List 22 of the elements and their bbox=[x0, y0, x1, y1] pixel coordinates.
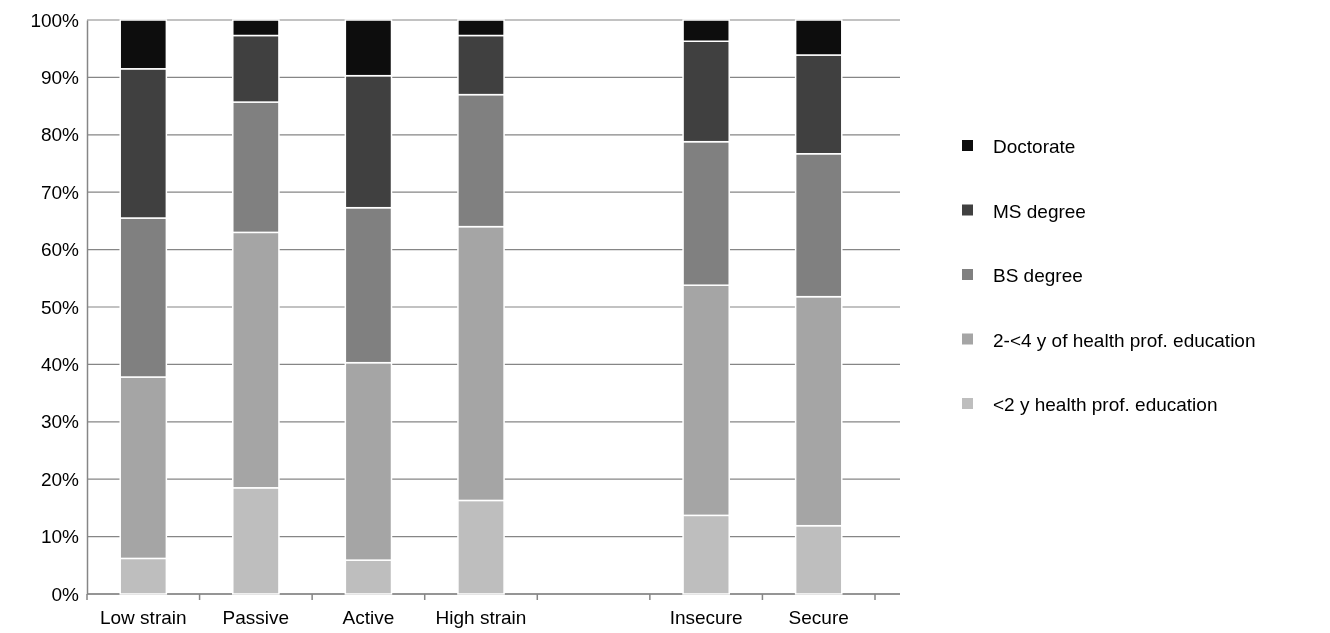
x-tick-label: High strain bbox=[435, 607, 527, 628]
x-tick-label: Low strain bbox=[99, 607, 187, 628]
y-tick-label: 20% bbox=[40, 468, 80, 490]
x-tick-label: Insecure bbox=[669, 607, 743, 628]
y-tick-label: 10% bbox=[40, 526, 80, 548]
legend-label: Doctorate bbox=[993, 136, 1076, 157]
y-tick-label: 80% bbox=[40, 124, 80, 146]
y-tick-label: 90% bbox=[40, 66, 80, 88]
y-tick-label: 50% bbox=[40, 296, 80, 318]
legend-label: <2 y health prof. education bbox=[993, 394, 1218, 415]
y-tick-label: 60% bbox=[40, 239, 80, 261]
legend-label: BS degree bbox=[993, 265, 1083, 286]
y-tick-label: 100% bbox=[30, 9, 80, 31]
x-tick-label: Secure bbox=[788, 607, 849, 628]
legend-label: 2-<4 y of health prof. education bbox=[993, 329, 1256, 351]
y-tick-label: 70% bbox=[40, 181, 80, 203]
legend-label: MS degree bbox=[993, 200, 1086, 222]
y-tick-label: 0% bbox=[51, 583, 80, 605]
x-tick-label: Active bbox=[342, 607, 395, 628]
y-tick-label: 40% bbox=[40, 353, 80, 375]
y-tick-label: 30% bbox=[40, 411, 80, 433]
x-tick-label: Passive bbox=[222, 607, 290, 628]
